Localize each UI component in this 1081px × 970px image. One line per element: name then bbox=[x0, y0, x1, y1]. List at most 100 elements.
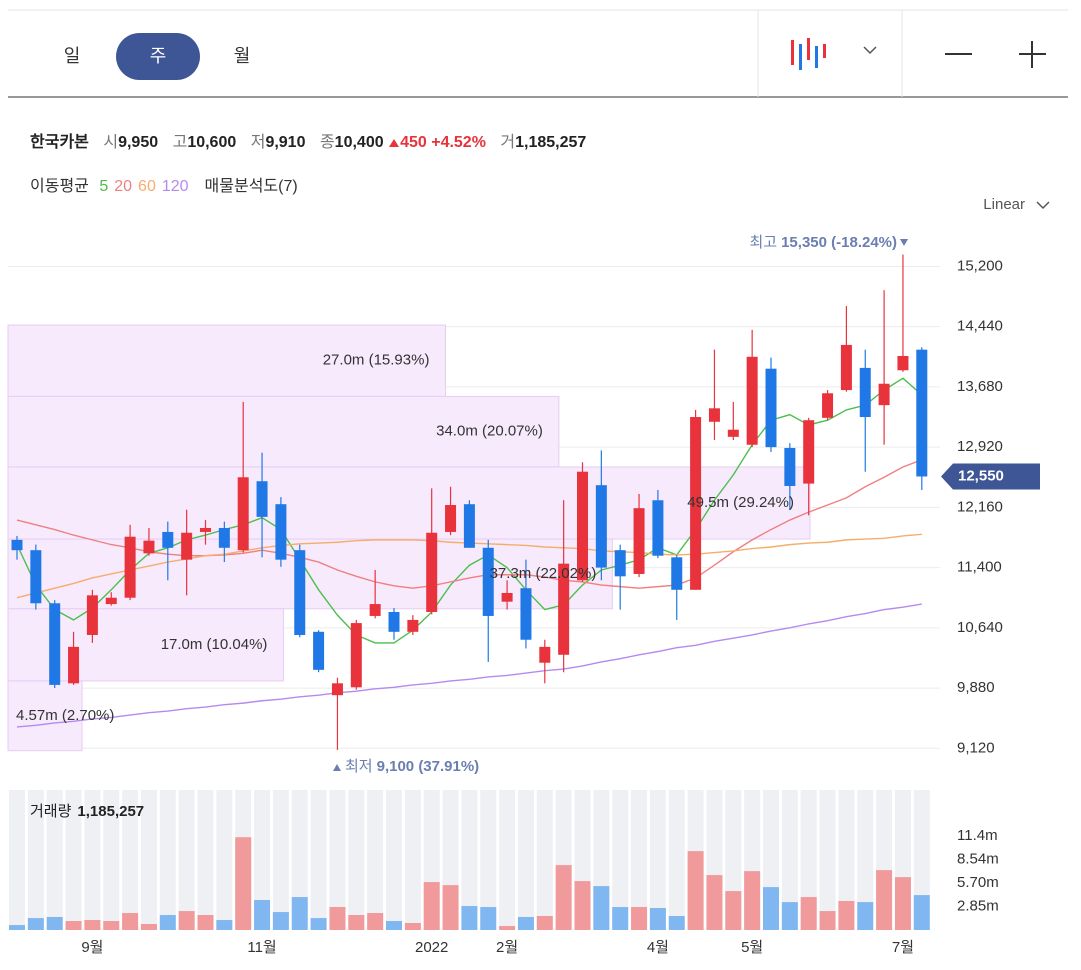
x-tick-label: 2월 bbox=[496, 939, 518, 956]
volume-bar bbox=[348, 915, 365, 930]
volume-bar bbox=[649, 908, 666, 930]
y-tick-label: 14,440 bbox=[957, 318, 1003, 335]
volume-bar bbox=[84, 920, 101, 930]
value: 9,950 bbox=[118, 134, 159, 151]
volume-tick-label: 8.54m bbox=[957, 851, 999, 868]
candle-body bbox=[539, 646, 551, 663]
volume-column-bg bbox=[857, 790, 874, 930]
dropdown-chevron[interactable] bbox=[863, 46, 877, 55]
x-tick-label: 11월 bbox=[247, 939, 276, 956]
candle-body bbox=[313, 631, 325, 670]
candle-body bbox=[859, 367, 871, 418]
volume-bar bbox=[235, 837, 252, 930]
candle-body bbox=[671, 557, 683, 590]
volume-bar bbox=[65, 921, 82, 930]
ma-line bbox=[16, 603, 922, 728]
volume-bar bbox=[706, 875, 723, 930]
volume-bar bbox=[876, 870, 893, 930]
low-marker-arrow bbox=[333, 764, 341, 771]
candle-body bbox=[275, 504, 287, 560]
volume-bar bbox=[197, 915, 214, 930]
label: 고 bbox=[172, 134, 188, 151]
value: 9,910 bbox=[265, 134, 306, 151]
volume-column-bg bbox=[9, 790, 25, 930]
profile-label: 4.57m (2.70%) bbox=[16, 707, 114, 724]
volume-column-bg bbox=[913, 790, 930, 930]
icon-part bbox=[815, 46, 818, 68]
candle-body bbox=[350, 623, 362, 688]
candle-body bbox=[11, 539, 23, 551]
y-tick-label: 9,120 bbox=[957, 739, 995, 756]
candle-body bbox=[445, 505, 457, 532]
candle-body bbox=[784, 447, 796, 486]
x-tick-label: 4월 bbox=[647, 939, 669, 956]
zoom-in[interactable] bbox=[1019, 41, 1046, 68]
volume-tick-label: 5.70m bbox=[957, 874, 999, 891]
candle-body bbox=[840, 344, 852, 391]
volume-bar bbox=[291, 897, 308, 930]
candle-body bbox=[68, 646, 80, 684]
y-tick-label: 12,160 bbox=[957, 498, 1003, 515]
volume-column-bg bbox=[499, 790, 516, 930]
ma-legend-item: 60 bbox=[138, 178, 156, 195]
candle-body bbox=[369, 604, 381, 616]
stock-info: 한국카본 시9,950 고10,600 저9,910 종10,400 450 +… bbox=[30, 128, 586, 152]
volume-column-bg bbox=[480, 790, 497, 930]
candle-body bbox=[690, 417, 702, 590]
tab-selected[interactable]: 주 bbox=[116, 33, 200, 80]
tab[interactable]: 일 bbox=[63, 46, 81, 66]
x-tick-label: 7월 bbox=[892, 939, 914, 956]
volume-column-bg bbox=[386, 790, 402, 930]
x-tick-label: 2022 bbox=[415, 939, 448, 956]
scale-mode[interactable]: Linear bbox=[983, 196, 1025, 213]
volume-column-bg bbox=[84, 790, 101, 930]
change: 450 bbox=[400, 134, 427, 151]
volume-column-bg bbox=[800, 790, 817, 930]
volume-bar bbox=[744, 871, 761, 930]
volume-column-bg bbox=[819, 790, 836, 930]
candle-body bbox=[463, 504, 475, 548]
volume-column-bg bbox=[65, 790, 82, 930]
volume-bar bbox=[612, 907, 629, 930]
volume-bar bbox=[103, 921, 120, 930]
candle-body bbox=[426, 532, 438, 612]
candle-body bbox=[407, 619, 419, 632]
volume-column-bg bbox=[649, 790, 666, 930]
scale-chevron[interactable] bbox=[1036, 201, 1050, 210]
high-marker: 최고 15,350 (-18.24%) bbox=[749, 234, 897, 251]
label: 저 bbox=[250, 134, 266, 151]
tab[interactable]: 월 bbox=[233, 46, 251, 66]
volume-column-bg bbox=[631, 790, 648, 930]
profile-label: 17.0m (10.04%) bbox=[161, 636, 268, 653]
volume-bar bbox=[27, 918, 44, 930]
volume-bar bbox=[140, 923, 157, 930]
volume-column-bg bbox=[367, 790, 384, 930]
high-marker-text: 15,350 (-18.24%) bbox=[781, 234, 897, 251]
candle-body bbox=[49, 603, 61, 685]
candle-body bbox=[501, 592, 513, 602]
low-marker-text: 9,100 (37.91%) bbox=[377, 758, 480, 775]
candle-body bbox=[916, 349, 928, 477]
volume-column-bg bbox=[310, 790, 327, 930]
volume-column-bg bbox=[517, 790, 534, 930]
indicator-legend: 이동평균 5 20 60 120 매물분석도(7) bbox=[30, 172, 304, 196]
volume-column-bg bbox=[291, 790, 308, 930]
profile-label[interactable]: 매물분석도(7) bbox=[204, 178, 298, 195]
chart-type-button[interactable] bbox=[791, 38, 826, 70]
ma-label: 이동평균 bbox=[30, 178, 89, 195]
value: 10,400 bbox=[334, 134, 384, 151]
candle-body bbox=[765, 368, 777, 448]
volume-bar bbox=[517, 916, 534, 930]
icon-part bbox=[799, 44, 802, 70]
volume-bar bbox=[423, 882, 440, 930]
current-price-tag bbox=[941, 463, 1040, 490]
volume-bar bbox=[499, 926, 516, 930]
volume-bar bbox=[668, 916, 685, 930]
candle-body bbox=[708, 408, 720, 422]
volume-bar bbox=[593, 886, 610, 930]
volume-column-bg bbox=[838, 790, 855, 930]
volume-bar bbox=[159, 915, 176, 930]
volume-column-bg bbox=[197, 790, 214, 930]
